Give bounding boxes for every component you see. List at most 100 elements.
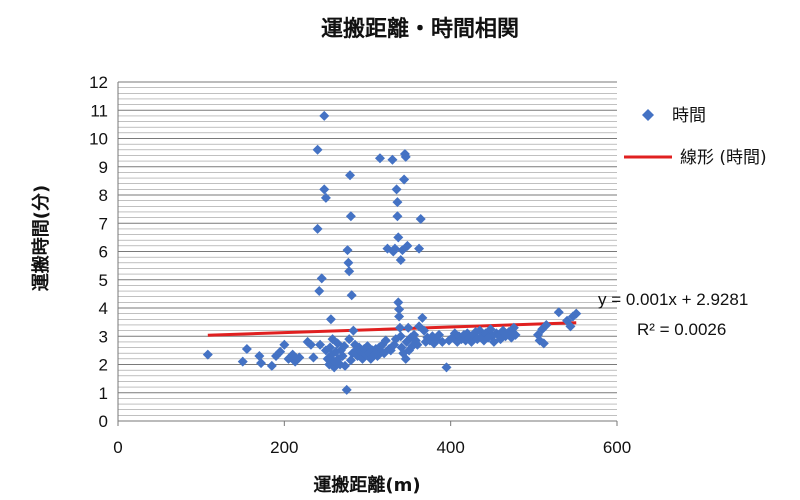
- data-point: [348, 325, 359, 336]
- data-point: [380, 335, 391, 346]
- data-point: [320, 192, 331, 203]
- y-tick-label: 6: [99, 243, 108, 262]
- x-tick-label: 200: [270, 438, 298, 457]
- data-point: [202, 349, 213, 360]
- data-point: [312, 144, 323, 155]
- data-point: [392, 211, 403, 222]
- data-point: [294, 352, 305, 363]
- y-tick-label: 7: [99, 214, 108, 233]
- x-tick-labels: 0 200 400 600: [113, 438, 631, 457]
- axes: [117, 82, 618, 426]
- data-point: [437, 336, 448, 347]
- data-point: [241, 343, 252, 354]
- y-tick-label: 9: [99, 158, 108, 177]
- data-point: [343, 257, 354, 268]
- y-tick-label: 2: [99, 356, 108, 375]
- y-axis-title: 運搬時間(分): [30, 185, 52, 291]
- data-point: [341, 384, 352, 395]
- data-point: [339, 341, 350, 352]
- x-tick-label: 400: [436, 438, 464, 457]
- trendline: [207, 321, 577, 337]
- data-point: [395, 254, 406, 265]
- legend-marker-diamond: [642, 109, 654, 121]
- data-point: [571, 308, 582, 319]
- data-point: [345, 355, 356, 366]
- data-point: [415, 214, 426, 225]
- data-point: [393, 297, 404, 308]
- data-point: [541, 319, 552, 330]
- data-point: [395, 331, 406, 342]
- y-tick-label: 5: [99, 271, 108, 290]
- y-tick-label: 8: [99, 186, 108, 205]
- data-point: [394, 304, 405, 315]
- data-point: [506, 332, 517, 343]
- data-point: [441, 362, 452, 373]
- data-point: [553, 307, 564, 318]
- legend-label-series: 時間: [672, 106, 706, 126]
- data-point: [394, 322, 405, 333]
- data-point: [485, 324, 496, 335]
- data-point: [402, 240, 413, 251]
- data-point: [419, 325, 430, 336]
- x-tick-label: 600: [603, 438, 631, 457]
- data-point: [374, 153, 385, 164]
- data-points: [202, 110, 582, 395]
- data-point: [342, 245, 353, 256]
- data-point: [399, 174, 410, 185]
- data-point: [565, 321, 576, 332]
- data-point: [510, 329, 521, 340]
- data-point: [412, 339, 423, 350]
- gridlines: [118, 81, 617, 422]
- legend: 時間 線形 (時間): [624, 106, 767, 168]
- data-point: [400, 353, 411, 364]
- data-point: [337, 351, 348, 362]
- data-point: [256, 358, 267, 369]
- y-tick-label: 12: [89, 73, 108, 92]
- data-point: [325, 314, 336, 325]
- trend-r-squared: R² = 0.0026: [637, 320, 726, 339]
- data-point: [392, 197, 403, 208]
- data-point: [346, 290, 357, 301]
- y-tick-label: 11: [90, 101, 108, 120]
- y-tick-label: 0: [99, 412, 108, 431]
- legend-label-trend: 線形 (時間): [680, 148, 767, 168]
- data-point: [344, 334, 355, 345]
- trendline-group: [207, 321, 577, 337]
- data-point: [393, 232, 404, 243]
- y-tick-label: 1: [99, 384, 108, 403]
- data-point: [508, 322, 519, 333]
- data-point: [315, 339, 326, 350]
- data-point: [389, 243, 400, 254]
- data-point: [340, 360, 351, 371]
- data-point: [387, 154, 398, 165]
- data-point: [279, 339, 290, 350]
- data-point: [316, 273, 327, 284]
- data-point: [312, 223, 323, 234]
- data-point: [391, 184, 402, 195]
- data-point: [266, 360, 277, 371]
- data-point: [275, 346, 286, 357]
- y-tick-label: 10: [89, 130, 108, 149]
- data-point: [503, 327, 514, 338]
- data-point: [325, 342, 336, 353]
- data-point: [400, 151, 411, 162]
- data-point: [305, 339, 316, 350]
- data-point: [403, 322, 414, 333]
- x-axis-title: 運搬距離(m): [313, 474, 420, 496]
- x-tick-label: 0: [113, 438, 122, 457]
- data-point: [345, 211, 356, 222]
- data-point: [319, 110, 330, 121]
- data-point: [417, 312, 428, 323]
- data-point: [314, 286, 325, 297]
- y-tick-label: 4: [99, 299, 108, 318]
- data-point: [237, 356, 248, 367]
- data-point: [434, 329, 445, 340]
- data-point: [344, 266, 355, 277]
- data-point: [394, 311, 405, 322]
- data-point: [345, 170, 356, 181]
- data-point: [254, 351, 265, 362]
- data-point: [319, 184, 330, 195]
- chart-title: 運搬距離・時間相関: [321, 16, 519, 42]
